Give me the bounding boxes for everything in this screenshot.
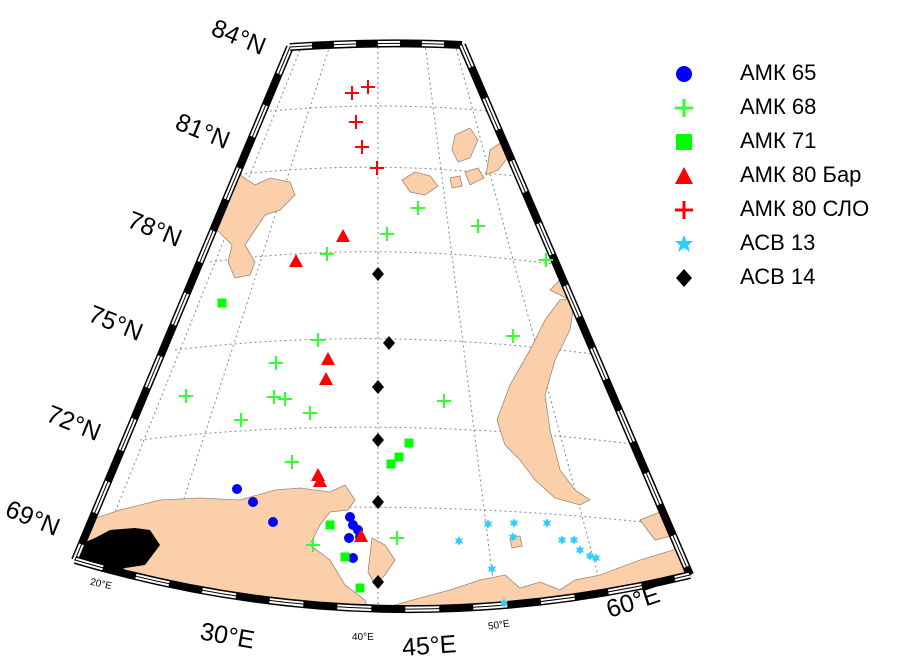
station-marker-amk80bar: [354, 529, 368, 542]
station-marker-amk71: [394, 452, 404, 462]
lon-label-40: 40°E: [352, 632, 374, 643]
station-marker-amk65: [345, 512, 355, 522]
station-marker-asv13: [454, 536, 464, 546]
legend-circle-icon: [676, 66, 692, 82]
station-marker-asv13: [569, 535, 579, 545]
legend-item-amk80bar: АМК 80 Бар: [668, 160, 904, 194]
lon-label-45: 45°E: [401, 630, 458, 662]
legend-square-icon: [676, 134, 692, 150]
legend-label-amk80slo: АМК 80 СЛО: [740, 196, 870, 221]
station-marker-amk65: [344, 533, 354, 543]
station-marker-amk68: [267, 390, 281, 404]
station-marker-amk68: [471, 219, 485, 233]
station-marker-asv13: [575, 545, 585, 555]
station-marker-amk65: [232, 484, 242, 494]
map-frame: [71, 39, 694, 614]
land-white-sea-coast: [367, 537, 396, 586]
station-marker-asv13: [487, 564, 497, 574]
station-marker-asv13: [591, 553, 601, 563]
station-marker-amk80slo: [349, 115, 363, 129]
legend-item-asv13: АСВ 13: [668, 228, 904, 262]
station-marker-asv13: [509, 518, 519, 528]
land-novaya-zemlya-south: [496, 297, 591, 506]
legend-diamond-icon: [676, 269, 692, 287]
station-marker-asv13: [585, 551, 595, 561]
station-marker-amk80slo: [355, 140, 369, 154]
legend-triangle-icon: [675, 167, 693, 184]
legend-label-asv13: АСВ 13: [740, 230, 816, 255]
legend-item-amk65: АМК 65: [668, 58, 904, 92]
station-marker-asv14: [372, 433, 384, 447]
station-marker-asv14: [383, 336, 395, 350]
station-marker-amk71: [404, 438, 414, 448]
station-marker-amk80bar: [336, 229, 350, 242]
station-markers: [179, 80, 601, 608]
station-marker-amk68: [311, 333, 325, 347]
legend-star-icon: [675, 235, 693, 252]
legend-item-amk71: АМК 71: [668, 126, 904, 160]
station-marker-amk68: [390, 531, 404, 545]
station-marker-amk68: [269, 356, 283, 370]
station-marker-amk68: [278, 392, 292, 406]
station-marker-amk71: [217, 298, 227, 308]
legend-label-asv14: АСВ 14: [740, 264, 816, 289]
legend-label-amk65: АМК 65: [740, 60, 817, 85]
station-marker-amk80bar: [289, 254, 303, 267]
station-marker-asv13: [483, 519, 493, 529]
legend-plus-icon: [675, 201, 693, 219]
station-marker-amk71: [325, 520, 335, 530]
station-marker-amk68: [303, 406, 317, 420]
station-marker-amk80slo: [361, 80, 375, 94]
station-marker-asv14: [372, 267, 384, 281]
legend-item-amk80slo: АМК 80 СЛО: [668, 194, 904, 228]
station-marker-amk71: [386, 459, 396, 469]
station-marker-asv14: [372, 575, 384, 589]
station-marker-amk68: [306, 538, 320, 552]
station-marker-asv13: [557, 535, 567, 545]
land-franz-josef-3: [401, 171, 439, 196]
station-marker-asv14: [372, 380, 384, 394]
station-marker-amk65: [248, 497, 258, 507]
station-marker-amk68: [506, 329, 520, 343]
legend-label-amk71: АМК 71: [740, 128, 817, 153]
station-marker-amk68: [179, 389, 193, 403]
station-marker-amk68: [437, 394, 451, 408]
station-marker-amk68: [234, 413, 248, 427]
land-franz-josef-5: [449, 175, 463, 189]
station-marker-amk80bar: [321, 352, 335, 365]
legend-label-amk68: АМК 68: [740, 94, 817, 119]
station-marker-amk68: [411, 201, 425, 215]
station-marker-asv13: [542, 518, 552, 528]
station-marker-amk71: [355, 583, 365, 593]
station-marker-asv14: [372, 495, 384, 509]
land-franz-josef-1: [451, 127, 479, 163]
station-marker-amk80bar: [313, 474, 327, 487]
land-kanin-pechora: [394, 544, 690, 610]
legend-item-amk68: АМК 68: [668, 92, 904, 126]
station-marker-amk68: [539, 253, 553, 267]
station-marker-amk68: [320, 247, 334, 261]
station-marker-amk80slo: [370, 161, 384, 175]
land-franz-josef-4: [464, 167, 485, 186]
station-marker-asv13: [499, 598, 509, 608]
station-marker-amk68: [285, 455, 299, 469]
station-marker-amk65: [268, 517, 278, 527]
station-marker-amk80bar: [319, 372, 333, 385]
legend: АМК 65 АМК 68 АМК 71 АМК 80 Бар АМК 80 С…: [668, 58, 904, 296]
station-marker-amk80slo: [345, 86, 359, 100]
legend-item-asv14: АСВ 14: [668, 262, 904, 296]
station-marker-amk71: [340, 552, 350, 562]
station-marker-amk65: [348, 553, 358, 563]
legend-plus-icon: [675, 99, 693, 117]
legend-label-amk80bar: АМК 80 Бар: [740, 162, 862, 187]
station-marker-amk68: [380, 227, 394, 241]
station-marker-asv13: [508, 532, 518, 542]
